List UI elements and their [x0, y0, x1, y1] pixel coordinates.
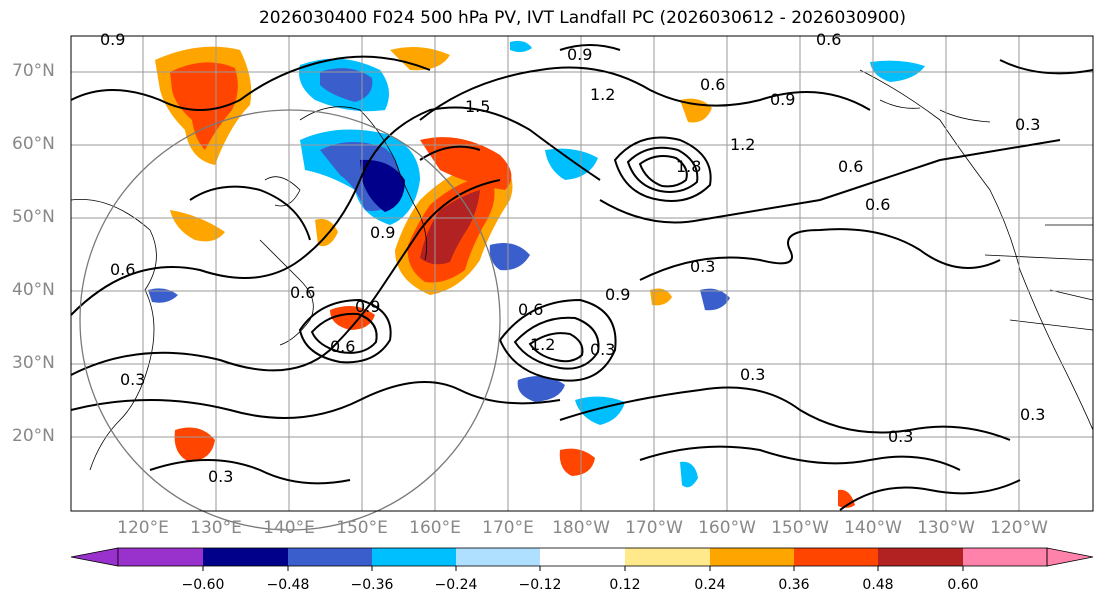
contour-label: 0.9 — [100, 30, 125, 49]
contour-label: 0.6 — [838, 157, 863, 176]
lon-label: 160°E — [409, 518, 461, 538]
grid-lines — [71, 36, 1093, 511]
contour-label: 0.3 — [888, 427, 913, 446]
negative-anomaly-small-4 — [489, 242, 530, 271]
lon-label: 150°W — [771, 518, 829, 538]
projection-circle — [79, 109, 501, 531]
contour-label: 0.3 — [120, 370, 145, 389]
contour-label: 0.6 — [518, 300, 543, 319]
contour-label: 1.2 — [730, 135, 755, 154]
colorbar-tick-label: −0.60 — [181, 577, 225, 593]
contour-label: 0.3 — [1015, 115, 1040, 134]
lon-label: 150°E — [336, 518, 388, 538]
contour-label: 0.6 — [816, 30, 841, 49]
map-panel: 0.9 0.9 0.6 0.6 0.9 0.3 0.6 0.6 0.3 0.6 … — [70, 30, 1094, 531]
negative-anomaly-north-core — [320, 68, 373, 102]
colorbar-tick-label: 0.12 — [609, 577, 641, 593]
contour-label: 0.9 — [370, 223, 395, 242]
negative-anomaly-small-3 — [700, 288, 730, 311]
lat-label: 40°N — [12, 280, 55, 300]
lon-label: 180°W — [552, 518, 610, 538]
negative-anomaly-okhotsk-center — [360, 159, 405, 212]
contour-label: 0.3 — [590, 340, 615, 359]
colorbar-tick-label: −0.12 — [518, 577, 562, 593]
lon-label: 170°E — [482, 518, 534, 538]
contour-label: 0.6 — [290, 283, 315, 302]
negative-anomaly-small-1 — [517, 376, 565, 402]
pv-shading — [148, 40, 925, 508]
negative-anomaly-small-5 — [545, 148, 598, 180]
contour-label: 0.6 — [330, 337, 355, 356]
lat-label: 60°N — [12, 134, 55, 154]
contour-label: 1.5 — [465, 97, 490, 116]
lat-label: 20°N — [12, 426, 55, 446]
contour-label: 0.9 — [605, 285, 630, 304]
contour-label: 0.9 — [355, 297, 380, 316]
lon-label: 130°E — [190, 518, 242, 538]
colorbar — [70, 547, 1094, 571]
contour-label: 1.2 — [590, 85, 615, 104]
lat-label: 30°N — [12, 353, 55, 373]
lat-label: 50°N — [12, 207, 55, 227]
contour-labels: 0.9 0.9 0.6 0.6 0.9 0.3 0.6 0.6 0.3 0.6 … — [100, 30, 1045, 486]
contour-label: 0.9 — [770, 90, 795, 109]
contour-label: 0.9 — [567, 45, 592, 64]
colorbar-tick-label: 0.36 — [778, 577, 810, 593]
colorbar-tick-label: 0.24 — [694, 577, 726, 593]
contour-label: 0.3 — [208, 467, 233, 486]
lon-label: 130°W — [917, 518, 975, 538]
pv-contours — [70, 44, 1094, 511]
positive-anomaly-small-2 — [174, 427, 215, 462]
positive-anomaly-small-6 — [315, 218, 338, 247]
positive-anomaly-jet — [420, 137, 512, 190]
lon-label: 120°E — [117, 518, 169, 538]
positive-anomaly-small-3 — [559, 448, 595, 476]
coastlines — [70, 69, 1094, 471]
colorbar-left-extend — [70, 547, 119, 567]
map-frame — [70, 35, 1094, 512]
lon-label: 140°E — [263, 518, 315, 538]
contour-label: 0.3 — [740, 365, 765, 384]
colorbar-tick-label: 0.60 — [947, 577, 979, 593]
figure-title: 2026030400 F024 500 hPa PV, IVT Landfall… — [258, 8, 906, 28]
colorbar-right-extend — [1046, 547, 1094, 567]
negative-anomaly-small-7 — [148, 288, 178, 303]
contour-label: 0.3 — [690, 257, 715, 276]
contour-label: 0.6 — [700, 75, 725, 94]
contour-label: 1.2 — [530, 335, 555, 354]
colorbar-tick-label: −0.48 — [266, 577, 310, 593]
lon-label: 160°W — [698, 518, 756, 538]
lat-label: 70°N — [12, 61, 55, 81]
positive-anomaly-northwest-core — [170, 62, 238, 150]
positive-anomaly-small-4 — [650, 288, 672, 306]
lon-label: 140°W — [844, 518, 902, 538]
contour-label: 0.3 — [1020, 405, 1045, 424]
lon-label: 120°W — [990, 518, 1048, 538]
colorbar-tick-label: −0.36 — [350, 577, 394, 593]
contour-label: 0.6 — [865, 195, 890, 214]
contour-label: 1.8 — [676, 157, 701, 176]
negative-anomaly-small-8 — [680, 461, 698, 488]
negative-anomaly-small-6 — [870, 60, 925, 82]
negative-anomaly-small-9 — [510, 40, 532, 53]
negative-anomaly-small-2 — [575, 396, 625, 425]
lon-label: 170°W — [625, 518, 683, 538]
colorbar-tick-label: −0.24 — [434, 577, 478, 593]
contour-label: 0.6 — [110, 260, 135, 279]
colorbar-tick-label: 0.48 — [862, 577, 894, 593]
